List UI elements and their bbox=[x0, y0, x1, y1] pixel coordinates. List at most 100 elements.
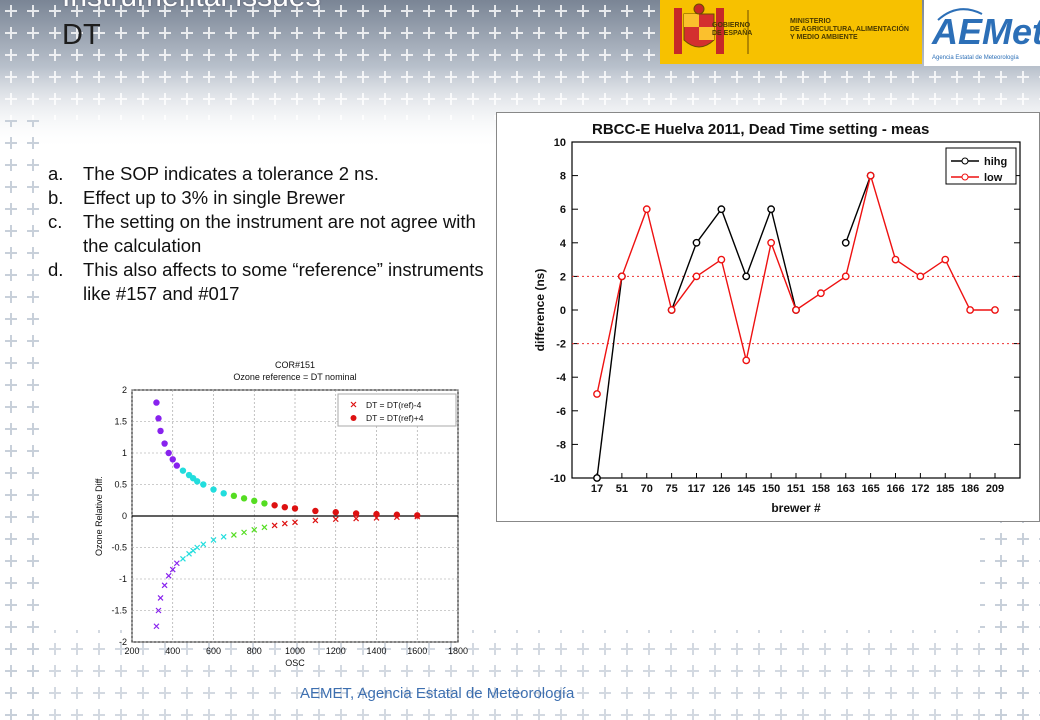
y-tick-label: -8 bbox=[556, 439, 566, 451]
spain-coat-of-arms-logo bbox=[674, 3, 749, 54]
x-tick-label: 145 bbox=[737, 483, 755, 495]
y-tick-label: 2 bbox=[122, 385, 127, 395]
scatter-cross bbox=[210, 537, 217, 543]
x-tick-label: 200 bbox=[124, 646, 139, 656]
scatter-dot bbox=[312, 507, 319, 515]
x-tick-label: 17 bbox=[591, 483, 603, 495]
y-tick-label: -6 bbox=[556, 406, 566, 418]
data-point-low bbox=[941, 255, 950, 264]
x-tick-label: 172 bbox=[911, 483, 929, 495]
y-tick-label: 0.5 bbox=[114, 480, 127, 490]
scatter-cross bbox=[169, 566, 176, 573]
scatter-cross bbox=[200, 541, 207, 548]
scatter-dot bbox=[230, 492, 238, 500]
list-marker: c. bbox=[48, 211, 63, 232]
y-tick-label: 2 bbox=[560, 271, 566, 283]
series-line-hihg bbox=[845, 175, 872, 244]
scatter-dot bbox=[173, 462, 181, 469]
scatter-dot bbox=[240, 495, 248, 502]
y-tick-label: -0.5 bbox=[111, 543, 127, 553]
scatter-dot bbox=[157, 427, 164, 435]
scatter-dot bbox=[153, 399, 160, 406]
scatter-dot bbox=[291, 505, 299, 512]
series-line-hihg bbox=[596, 276, 623, 479]
scatter-dot bbox=[281, 503, 289, 511]
data-point-low bbox=[742, 356, 751, 365]
scatter-dot bbox=[165, 449, 172, 457]
y-tick-label: 0 bbox=[122, 511, 127, 521]
y-tick-label: -2 bbox=[119, 637, 127, 647]
y-tick-label: -1 bbox=[119, 574, 127, 584]
data-point-low bbox=[866, 171, 875, 180]
x-tick-label: 400 bbox=[165, 646, 180, 656]
x-tick-label: 51 bbox=[616, 483, 628, 495]
legend-label: hihg bbox=[984, 156, 1007, 168]
scatter-cross bbox=[241, 529, 247, 536]
y-tick-label: 0 bbox=[560, 305, 566, 317]
x-tick-label: 1400 bbox=[366, 646, 386, 656]
scatter-cross bbox=[251, 526, 258, 533]
scatter-dot bbox=[200, 481, 207, 488]
scatter-cross bbox=[186, 550, 192, 557]
scatter-cross bbox=[220, 533, 227, 540]
slide-title: Instrumental issues DT bbox=[62, 0, 320, 54]
svg-text:AEMet: AEMet bbox=[931, 11, 1040, 52]
x-tick-label: 1200 bbox=[326, 646, 346, 656]
ozone-scatter-chart: COR#151 Ozone reference = DT nominal 200 40… bbox=[94, 360, 468, 668]
scatter-cross bbox=[332, 516, 339, 523]
list-text: The setting on the instrument are not ag… bbox=[83, 211, 476, 256]
x-axis-label: OSC bbox=[285, 658, 305, 668]
scatter-dot bbox=[155, 415, 162, 422]
data-point-hihg bbox=[717, 205, 726, 214]
list-item: a. The SOP indicates a tolerance 2 ns. bbox=[48, 162, 488, 186]
y-tick-label: -10 bbox=[550, 473, 566, 485]
x-tick-label: 800 bbox=[247, 646, 262, 656]
data-point-low bbox=[916, 272, 925, 281]
x-tick-label: 70 bbox=[641, 483, 653, 495]
list-marker: d. bbox=[48, 259, 64, 280]
y-tick-label: 4 bbox=[560, 238, 567, 250]
scatter-cross bbox=[190, 547, 197, 554]
scatter-cross bbox=[165, 572, 172, 579]
x-tick-label: 75 bbox=[666, 483, 678, 495]
scatter-cross bbox=[161, 582, 168, 589]
x-tick-label: 600 bbox=[206, 646, 221, 656]
scatter-cross bbox=[353, 515, 360, 522]
x-tick-label: 166 bbox=[886, 483, 904, 495]
aemet-logo-graphic: AEMet bbox=[931, 8, 1040, 52]
title-line-2: DT bbox=[62, 19, 101, 51]
list-marker: a. bbox=[48, 163, 64, 184]
data-point-low bbox=[792, 306, 800, 314]
gobierno-text: GOBIERNO DE ESPAÑA bbox=[712, 22, 753, 37]
data-point-low bbox=[642, 205, 651, 214]
scatter-cross bbox=[414, 513, 421, 520]
y-tick-label: -4 bbox=[556, 372, 567, 384]
data-point-low bbox=[841, 272, 850, 281]
scatter-dot bbox=[352, 510, 360, 517]
dead-time-line-chart: RBCC-E Huelva 2011, Dead Time setting - … bbox=[496, 112, 1040, 522]
legend-label: DT = DT(ref)+4 bbox=[366, 413, 424, 423]
y-axis-label: Ozone Relative Diff. bbox=[94, 476, 104, 556]
scatter-cross bbox=[173, 560, 180, 567]
legend-marker-cross bbox=[350, 401, 357, 408]
scatter-dot bbox=[210, 486, 217, 493]
aemet-subtitle: Agencia Estatal de Meteorología bbox=[932, 55, 1019, 61]
legend-marker bbox=[961, 157, 969, 165]
scatter-cross bbox=[373, 514, 380, 521]
x-tick-label: 186 bbox=[961, 483, 979, 495]
list-text: This also affects to some “reference” in… bbox=[83, 259, 484, 304]
title-line-1: Instrumental issues bbox=[62, 0, 320, 16]
x-tick-label: 117 bbox=[688, 483, 706, 495]
x-tick-label: 185 bbox=[936, 483, 954, 495]
footer-text: AEMET, Agencia Estatal de Meteorología bbox=[300, 685, 575, 702]
data-point-hihg bbox=[767, 205, 776, 214]
ministerio-text: MINISTERIO DE AGRICULTURA, ALIMENTACIÓN … bbox=[790, 18, 909, 41]
x-tick-label: 158 bbox=[812, 483, 830, 495]
scatter-dot bbox=[169, 456, 176, 463]
y-tick-label: 10 bbox=[554, 137, 566, 149]
scatter-cross bbox=[261, 524, 268, 531]
scatter-cross bbox=[230, 531, 237, 538]
data-point-hihg bbox=[742, 272, 751, 281]
x-tick-label: 209 bbox=[986, 483, 1004, 495]
scatter-dot bbox=[271, 502, 278, 509]
